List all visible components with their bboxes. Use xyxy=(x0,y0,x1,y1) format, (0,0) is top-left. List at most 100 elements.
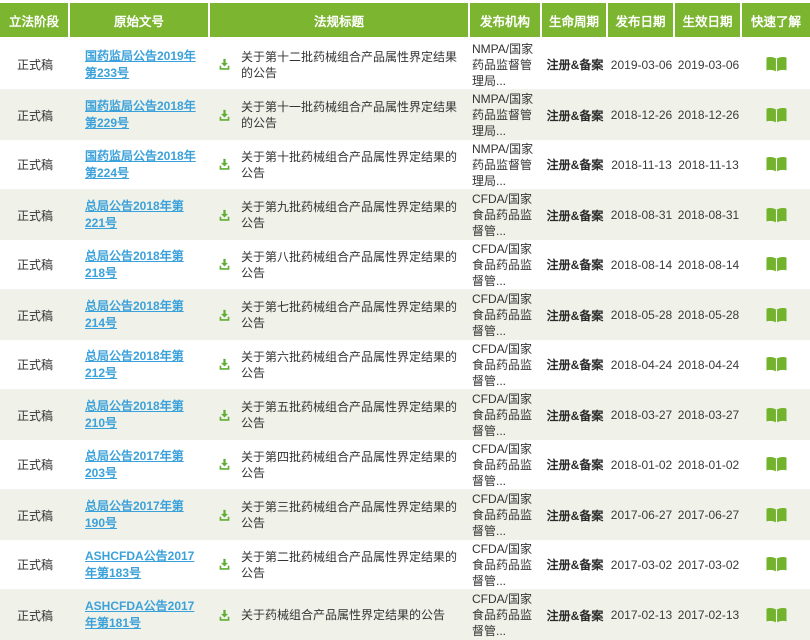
stage-cell: 正式稿 xyxy=(16,508,53,523)
open-book-icon[interactable] xyxy=(765,407,788,424)
title-cell: 关于第十一批药械组合产品属性界定结果的公告 xyxy=(210,90,470,140)
download-icon[interactable] xyxy=(218,109,231,122)
publish-date-cell: 2019-03-06 xyxy=(610,57,673,72)
regulation-title: 关于第九批药械组合产品属性界定结果的公告 xyxy=(241,200,458,230)
doc-number-link[interactable]: 总局公告2018年第214号 xyxy=(85,299,184,330)
stage-cell: 正式稿 xyxy=(16,408,53,423)
column-header-lifecycle: 生命周期 xyxy=(542,3,608,37)
quick-view-cell xyxy=(742,390,810,440)
download-icon[interactable] xyxy=(218,509,231,522)
column-header-quick: 快速了解 xyxy=(742,3,810,37)
publish-date-cell: 2017-02-13 xyxy=(610,608,673,622)
open-book-icon[interactable] xyxy=(765,107,788,124)
doc-number-cell: 总局公告2018年第214号 xyxy=(70,290,210,340)
download-icon[interactable] xyxy=(218,458,231,471)
table-row: 正式稿 国药监局公告2018年第229号 关于第十一批药械组合产品属性界定结果的… xyxy=(0,90,810,140)
regulation-title: 关于药械组合产品属性界定结果的公告 xyxy=(241,608,446,622)
lifecycle-cell: 注册&备案 xyxy=(546,508,604,523)
lifecycle-cell: 注册&备案 xyxy=(546,208,604,223)
doc-number-link[interactable]: 国药监局公告2018年第224号 xyxy=(85,148,196,180)
download-icon[interactable] xyxy=(218,609,231,622)
publish-date-cell: 2017-03-02 xyxy=(610,557,673,572)
doc-number-cell: 总局公告2018年第212号 xyxy=(70,340,210,389)
download-icon[interactable] xyxy=(218,158,231,171)
doc-number-link[interactable]: 总局公告2018年第212号 xyxy=(85,348,184,380)
column-header-stage: 立法阶段 xyxy=(0,3,70,37)
title-cell: 关于第三批药械组合产品属性界定结果的公告 xyxy=(210,490,470,540)
agency-cell: CFDA/国家食品药品监督管... xyxy=(472,241,533,288)
publish-date-cell: 2018-12-26 xyxy=(610,108,673,122)
download-icon[interactable] xyxy=(218,258,231,271)
doc-number-link[interactable]: 总局公告2018年第218号 xyxy=(85,248,184,280)
regulation-title: 关于第十一批药械组合产品属性界定结果的公告 xyxy=(241,100,458,130)
download-icon[interactable] xyxy=(218,358,231,371)
title-cell: 关于第九批药械组合产品属性界定结果的公告 xyxy=(210,190,470,240)
doc-number-link[interactable]: 总局公告2017年第203号 xyxy=(85,448,184,480)
download-icon[interactable] xyxy=(218,558,231,571)
table-row: 正式稿 ASHCFDA公告2017年第181号 关于药械组合产品属性界定结果的公… xyxy=(0,590,810,640)
doc-number-cell: 总局公告2017年第190号 xyxy=(70,490,210,540)
open-book-icon[interactable] xyxy=(765,307,788,324)
lifecycle-cell: 注册&备案 xyxy=(546,358,604,372)
regulation-title: 关于第五批药械组合产品属性界定结果的公告 xyxy=(241,400,458,430)
doc-number-link[interactable]: 国药监局公告2019年第233号 xyxy=(85,48,196,80)
open-book-icon[interactable] xyxy=(765,356,788,373)
stage-cell: 正式稿 xyxy=(16,258,53,272)
quick-view-cell xyxy=(742,240,810,289)
title-cell: 关于第十二批药械组合产品属性界定结果的公告 xyxy=(210,40,470,89)
regulation-title: 关于第四批药械组合产品属性界定结果的公告 xyxy=(241,449,458,480)
table-header: 立法阶段 原始文号 法规标题 发布机构 生命周期 发布日期 生效日期 快速了解 xyxy=(0,3,810,37)
table-row: 正式稿 总局公告2018年第218号 关于第八批药械组合产品属性界定结果的公告 … xyxy=(0,240,810,290)
lifecycle-cell: 注册&备案 xyxy=(546,308,604,323)
doc-number-link[interactable]: 总局公告2018年第210号 xyxy=(85,399,184,430)
lifecycle-cell: 注册&备案 xyxy=(546,58,604,72)
agency-cell: CFDA/国家食品药品监督管... xyxy=(472,592,533,638)
title-cell: 关于第八批药械组合产品属性界定结果的公告 xyxy=(210,240,470,289)
stage-cell: 正式稿 xyxy=(16,108,53,123)
doc-number-cell: 总局公告2018年第218号 xyxy=(70,240,210,289)
doc-number-cell: 总局公告2017年第203号 xyxy=(70,440,210,489)
download-icon[interactable] xyxy=(218,58,231,71)
regulations-table: 立法阶段 原始文号 法规标题 发布机构 生命周期 发布日期 生效日期 快速了解 正式稿 国药监… xyxy=(0,3,810,640)
download-icon[interactable] xyxy=(218,409,231,422)
doc-number-link[interactable]: 总局公告2018年第221号 xyxy=(85,199,184,230)
column-header-eff_date: 生效日期 xyxy=(675,3,742,37)
stage-cell: 正式稿 xyxy=(16,458,53,472)
open-book-icon[interactable] xyxy=(765,256,788,273)
effective-date-cell: 2018-12-26 xyxy=(677,108,740,122)
doc-number-link[interactable]: 总局公告2017年第190号 xyxy=(85,499,184,530)
column-header-agency: 发布机构 xyxy=(470,3,542,37)
agency-cell: NMPA/国家药品监督管理局... xyxy=(472,92,534,138)
download-icon[interactable] xyxy=(218,309,231,322)
effective-date-cell: 2018-03-27 xyxy=(677,408,740,422)
open-book-icon[interactable] xyxy=(765,156,788,173)
agency-cell: NMPA/国家药品监督管理局... xyxy=(472,41,534,88)
open-book-icon[interactable] xyxy=(765,607,788,624)
open-book-icon[interactable] xyxy=(765,56,788,73)
title-cell: 关于第五批药械组合产品属性界定结果的公告 xyxy=(210,390,470,440)
publish-date-cell: 2017-06-27 xyxy=(610,508,673,522)
effective-date-cell: 2019-03-06 xyxy=(677,57,740,72)
regulation-title: 关于第十二批药械组合产品属性界定结果的公告 xyxy=(241,49,458,80)
stage-cell: 正式稿 xyxy=(16,608,53,623)
agency-cell: CFDA/国家食品药品监督管... xyxy=(472,341,533,388)
agency-cell: NMPA/国家药品监督管理局... xyxy=(472,141,534,188)
quick-view-cell xyxy=(742,590,810,640)
agency-cell: CFDA/国家食品药品监督管... xyxy=(472,292,533,338)
effective-date-cell: 2018-04-24 xyxy=(677,357,740,372)
download-icon[interactable] xyxy=(218,209,231,222)
open-book-icon[interactable] xyxy=(765,207,788,224)
open-book-icon[interactable] xyxy=(765,556,788,573)
open-book-icon[interactable] xyxy=(765,507,788,524)
open-book-icon[interactable] xyxy=(765,456,788,473)
doc-number-link[interactable]: ASHCFDA公告2017年第181号 xyxy=(85,599,195,630)
doc-number-cell: 总局公告2018年第221号 xyxy=(70,190,210,240)
title-cell: 关于第四批药械组合产品属性界定结果的公告 xyxy=(210,440,470,489)
lifecycle-cell: 注册&备案 xyxy=(546,258,604,272)
doc-number-link[interactable]: 国药监局公告2018年第229号 xyxy=(85,99,196,130)
doc-number-link[interactable]: ASHCFDA公告2017年第183号 xyxy=(85,548,195,580)
quick-view-cell xyxy=(742,190,810,240)
table-row: 正式稿 总局公告2018年第221号 关于第九批药械组合产品属性界定结果的公告 … xyxy=(0,190,810,240)
stage-cell: 正式稿 xyxy=(16,308,53,323)
publish-date-cell: 2018-05-28 xyxy=(610,308,673,322)
